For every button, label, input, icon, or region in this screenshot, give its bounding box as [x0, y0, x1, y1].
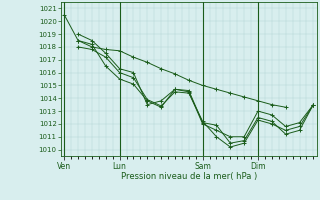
X-axis label: Pression niveau de la mer( hPa ): Pression niveau de la mer( hPa ) — [121, 172, 257, 181]
